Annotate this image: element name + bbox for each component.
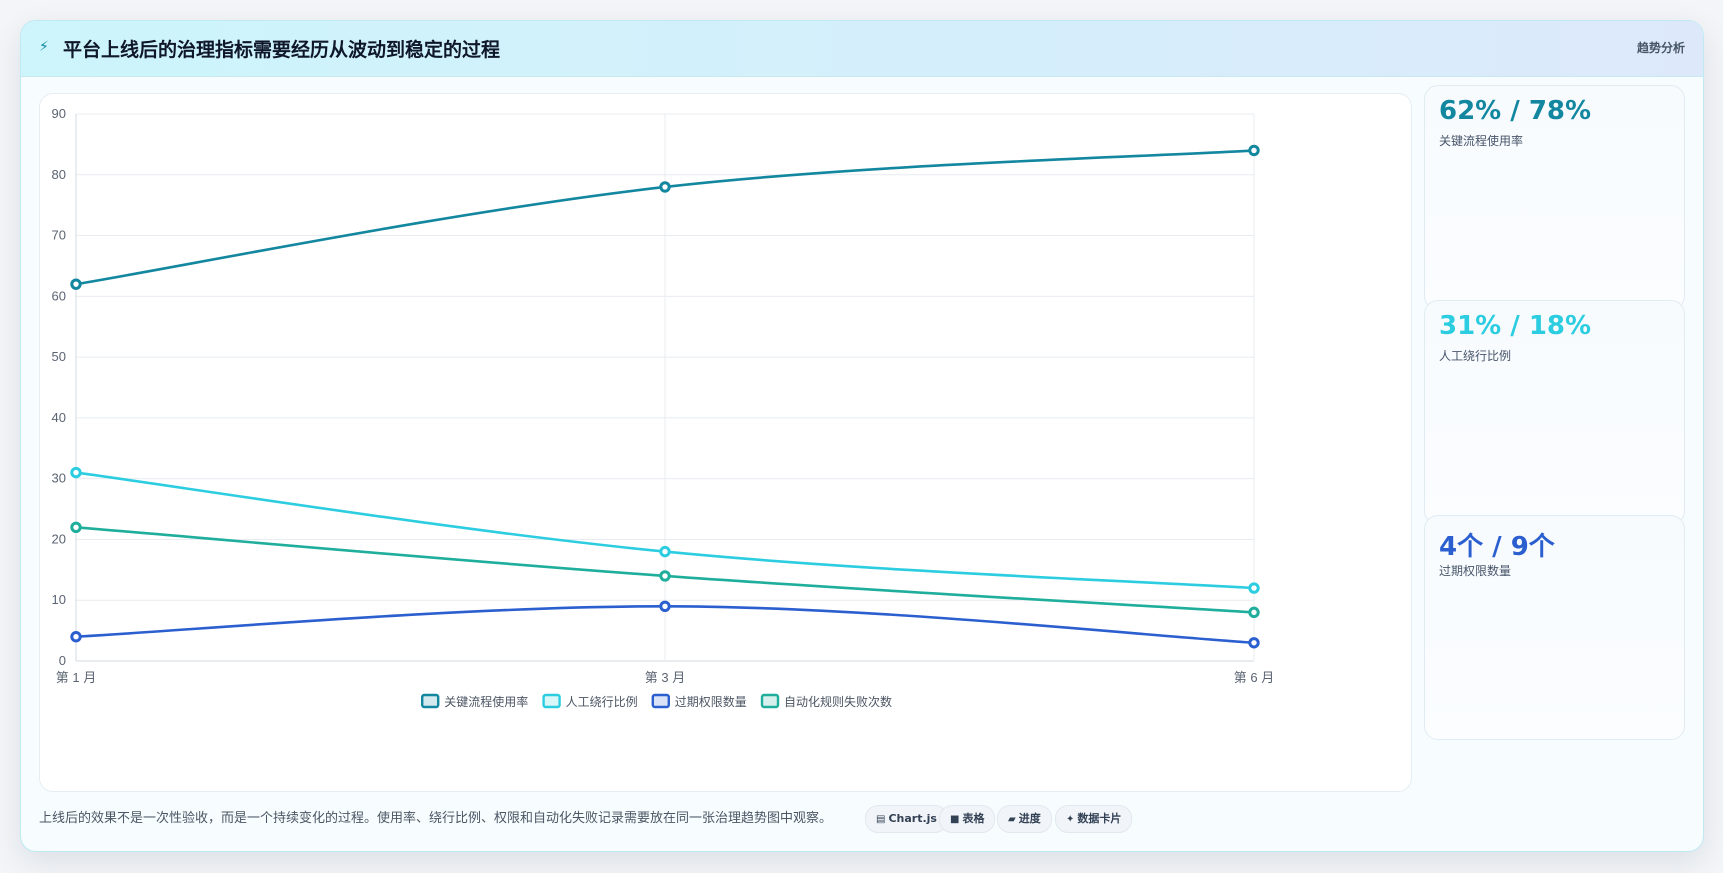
y-tick-label: 70 — [52, 228, 66, 243]
chart-icon: ▤ — [876, 814, 886, 825]
legend-swatch — [760, 693, 780, 709]
pill-progress[interactable]: ▰ 进度 — [997, 805, 1052, 833]
y-tick-label: 50 — [52, 349, 66, 364]
data-point — [659, 570, 671, 582]
kpi-value: 4个 / 9个 — [1439, 532, 1555, 562]
data-point — [70, 630, 82, 643]
data-point — [70, 521, 82, 533]
pill-label: 进度 — [1018, 812, 1041, 825]
x-tick-label: 第 1 月 — [56, 670, 96, 685]
data-point — [1248, 582, 1260, 594]
progress-icon: ▰ — [1008, 814, 1016, 825]
data-point — [1248, 606, 1260, 619]
trend-badge: 趋势分析 — [1636, 41, 1685, 55]
data-point — [659, 600, 671, 612]
pill-label: 数据卡片 — [1077, 812, 1122, 825]
data-point — [70, 466, 82, 479]
pill-data-card[interactable]: ✦ 数据卡片 — [1055, 805, 1133, 833]
legend-label: 过期权限数量 — [675, 694, 747, 709]
pill-label: 表格 — [962, 812, 985, 825]
legend-swatch — [651, 693, 670, 709]
chart-panel: 0 10 20 30 40 50 60 70 80 90 第 1 月 第 3 月 第 6 月关键流程使用… — [39, 93, 1412, 792]
data-point — [1248, 144, 1260, 157]
bolt-icon: ⚡ — [39, 39, 49, 55]
x-tick-label: 第 6 月 — [1234, 670, 1274, 685]
kpi-label: 关键流程使用率 — [1439, 134, 1524, 148]
dashboard-card: ⚡ 平台上线后的治理指标需要经历从波动到稳定的过程 趋势分析 0 10 20 30 40… — [20, 20, 1704, 852]
card-icon: ✦ — [1066, 814, 1075, 825]
footer-description: 上线后的效果不是一次性验收，而是一个持续变化的过程。使用率、绕行比例、权限和自动… — [39, 811, 833, 826]
legend-label: 关键流程使用率 — [444, 694, 528, 709]
page-title: 平台上线后的治理指标需要经历从波动到稳定的过程 — [63, 39, 501, 61]
pill-chartjs[interactable]: ▤ Chart.js — [865, 805, 948, 833]
kpi-card-bypass: 31% / 18% 人工绕行比例 — [1424, 300, 1685, 525]
kpi-label: 过期权限数量 — [1439, 564, 1512, 578]
legend-label: 人工绕行比例 — [566, 695, 638, 709]
y-tick-label: 40 — [52, 410, 66, 425]
kpi-label: 人工绕行比例 — [1439, 349, 1512, 363]
card-header: ⚡ 平台上线后的治理指标需要经历从波动到稳定的过程 趋势分析 — [21, 21, 1703, 77]
legend-swatch — [421, 693, 440, 709]
y-tick-label: 0 — [59, 653, 66, 668]
y-tick-label: 10 — [52, 592, 66, 607]
legend-label: 自动化规则失败次数 — [784, 694, 892, 709]
data-point — [659, 545, 671, 558]
y-tick-label: 30 — [52, 471, 66, 486]
y-tick-label: 60 — [52, 288, 66, 303]
kpi-value: 31% / 18% — [1439, 311, 1592, 341]
kpi-value: 62% / 78% — [1439, 96, 1592, 126]
kpi-card-permissions: 4个 / 9个 过期权限数量 — [1424, 515, 1685, 740]
pill-table[interactable]: ■ 表格 — [939, 805, 996, 833]
pill-label: Chart.js — [888, 812, 937, 825]
kpi-card-usage: 62% / 78% 关键流程使用率 — [1424, 85, 1685, 310]
data-point — [1248, 637, 1260, 649]
table-icon: ■ — [950, 814, 960, 825]
legend-swatch — [542, 693, 561, 709]
x-tick-label: 第 3 月 — [645, 670, 685, 685]
data-point — [659, 181, 671, 193]
y-tick-label: 90 — [52, 106, 66, 121]
y-tick-label: 20 — [52, 531, 66, 546]
data-point — [70, 278, 82, 290]
line-chart: 0 10 20 30 40 50 60 70 80 90 第 1 月 第 3 月 第 6 月关键流程使用… — [52, 106, 1275, 709]
y-tick-label: 80 — [52, 167, 66, 182]
